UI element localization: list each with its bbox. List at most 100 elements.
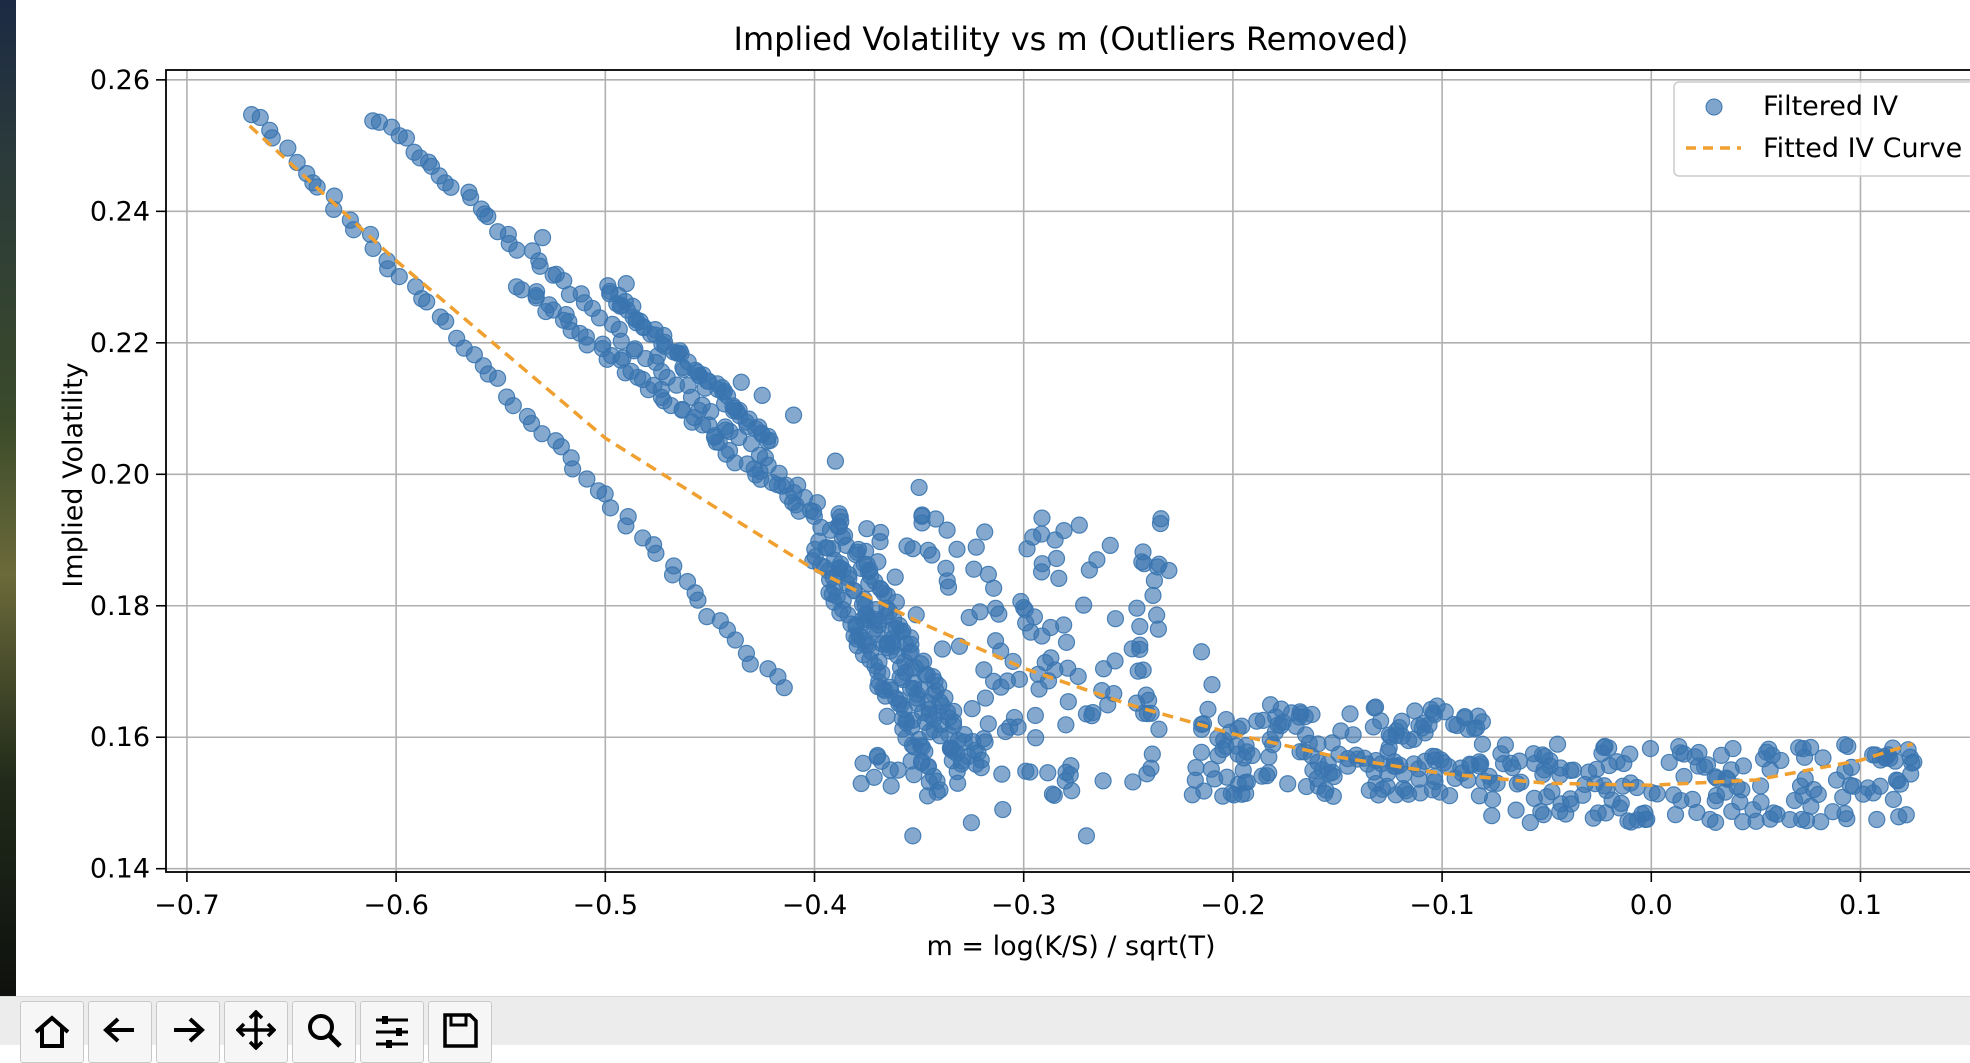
forward-button[interactable] xyxy=(156,1001,220,1063)
scatter-point xyxy=(1507,801,1525,819)
scatter-point xyxy=(866,600,885,619)
scatter-point xyxy=(1796,770,1814,788)
scatter-point xyxy=(856,636,875,654)
scatter-point xyxy=(479,207,497,226)
scatter-point xyxy=(1415,714,1433,732)
scatter-point xyxy=(1024,528,1042,546)
scatter-point xyxy=(1814,749,1832,767)
x-tick-label: −0.1 xyxy=(1409,890,1475,921)
scatter-point xyxy=(504,396,522,415)
scatter-point xyxy=(1521,813,1539,832)
scatter-point xyxy=(975,730,993,748)
scatter-point xyxy=(1047,549,1066,568)
fitted-curve-line xyxy=(248,124,1914,787)
save-button[interactable] xyxy=(428,1001,492,1063)
scatter-point xyxy=(1839,737,1857,756)
scatter-point xyxy=(921,723,939,741)
scatter-point xyxy=(904,711,922,729)
scatter-point xyxy=(1341,705,1359,723)
scatter-point xyxy=(1728,778,1746,796)
scatter-point xyxy=(1598,781,1616,800)
scatter-point xyxy=(1552,795,1570,813)
scatter-points xyxy=(243,106,1923,845)
scatter-point xyxy=(649,347,667,365)
scatter-point xyxy=(1399,785,1418,803)
scatter-point xyxy=(1838,810,1856,828)
scatter-point xyxy=(1483,807,1501,825)
scatter-point xyxy=(1881,749,1899,768)
x-tick-label: −0.7 xyxy=(154,890,220,921)
scatter-point xyxy=(1032,563,1051,581)
zoom-button[interactable] xyxy=(292,1001,356,1063)
scatter-point xyxy=(1884,790,1903,809)
scatter-point xyxy=(941,740,960,758)
scatter-point xyxy=(1050,569,1068,587)
scatter-point xyxy=(1279,775,1297,793)
fitted-curve xyxy=(248,124,1914,787)
scatter-point xyxy=(726,631,744,649)
scatter-point xyxy=(647,544,665,562)
scatter-point xyxy=(1400,731,1418,750)
scatter-point xyxy=(1309,753,1327,771)
scatter-point xyxy=(689,591,707,609)
scatter-point xyxy=(1708,769,1726,787)
scatter-point xyxy=(1138,765,1156,783)
scatter-plot: −0.7 −0.6 −0.5 −0.4 −0.3 −0.2 −0.1 0.0 0.1 0.14 0… xyxy=(58,20,1970,962)
x-tick-label: −0.4 xyxy=(782,890,848,921)
scatter-point xyxy=(1372,712,1390,730)
pan-button[interactable] xyxy=(224,1001,288,1063)
scatter-point xyxy=(1057,716,1075,734)
scatter-point xyxy=(1151,514,1170,533)
scatter-point xyxy=(987,599,1005,618)
scatter-point xyxy=(927,510,945,528)
scatter-point xyxy=(344,221,363,239)
scatter-point xyxy=(854,610,872,628)
back-button[interactable] xyxy=(88,1001,152,1063)
scatter-point xyxy=(902,752,920,770)
y-tick-label: 0.14 xyxy=(90,854,150,885)
x-axis-ticks: −0.7 −0.6 −0.5 −0.4 −0.3 −0.2 −0.1 0.0 0.1 xyxy=(154,872,1882,921)
legend-label-fitted-curve: Fitted IV Curve xyxy=(1763,133,1962,164)
scatter-point xyxy=(993,765,1011,783)
scatter-point xyxy=(872,523,890,542)
configure-subplots-button[interactable] xyxy=(360,1001,424,1063)
scatter-point xyxy=(1017,614,1035,632)
scatter-point xyxy=(1026,706,1044,725)
y-tick-label: 0.20 xyxy=(90,459,150,490)
scatter-point xyxy=(1297,726,1315,744)
scatter-point xyxy=(732,373,750,391)
background-desktop-strip xyxy=(0,0,16,1044)
scatter-point xyxy=(972,759,990,777)
zoom-magnifier-icon xyxy=(308,1014,342,1048)
scatter-point xyxy=(948,540,966,558)
scatter-point xyxy=(1030,680,1048,698)
scatter-point xyxy=(1150,720,1168,738)
scatter-point xyxy=(994,800,1012,819)
scatter-point xyxy=(663,566,682,584)
scatter-point xyxy=(892,623,910,641)
scatter-point xyxy=(1526,754,1544,773)
scatter-point xyxy=(1131,617,1149,636)
scatter-point xyxy=(868,748,886,766)
scatter-point xyxy=(1891,775,1910,793)
scatter-point xyxy=(1309,777,1327,795)
scatter-point xyxy=(741,655,759,673)
scatter-point xyxy=(578,336,596,354)
scatter-point xyxy=(1045,786,1063,804)
home-button[interactable] xyxy=(20,1001,84,1063)
scatter-point xyxy=(918,787,937,805)
scatter-point xyxy=(1548,735,1567,753)
scatter-point xyxy=(1621,745,1639,763)
scatter-point xyxy=(761,431,779,450)
scatter-point xyxy=(465,346,483,364)
scatter-point xyxy=(1062,757,1080,775)
scatter-point xyxy=(887,593,905,611)
scatter-point xyxy=(938,521,956,539)
grid xyxy=(166,70,1970,872)
scatter-point xyxy=(1339,757,1357,775)
scatter-point xyxy=(826,452,845,470)
scatter-point xyxy=(979,715,997,733)
scatter-point xyxy=(1075,596,1093,614)
scatter-point xyxy=(861,567,880,585)
scatter-point xyxy=(1296,708,1314,726)
